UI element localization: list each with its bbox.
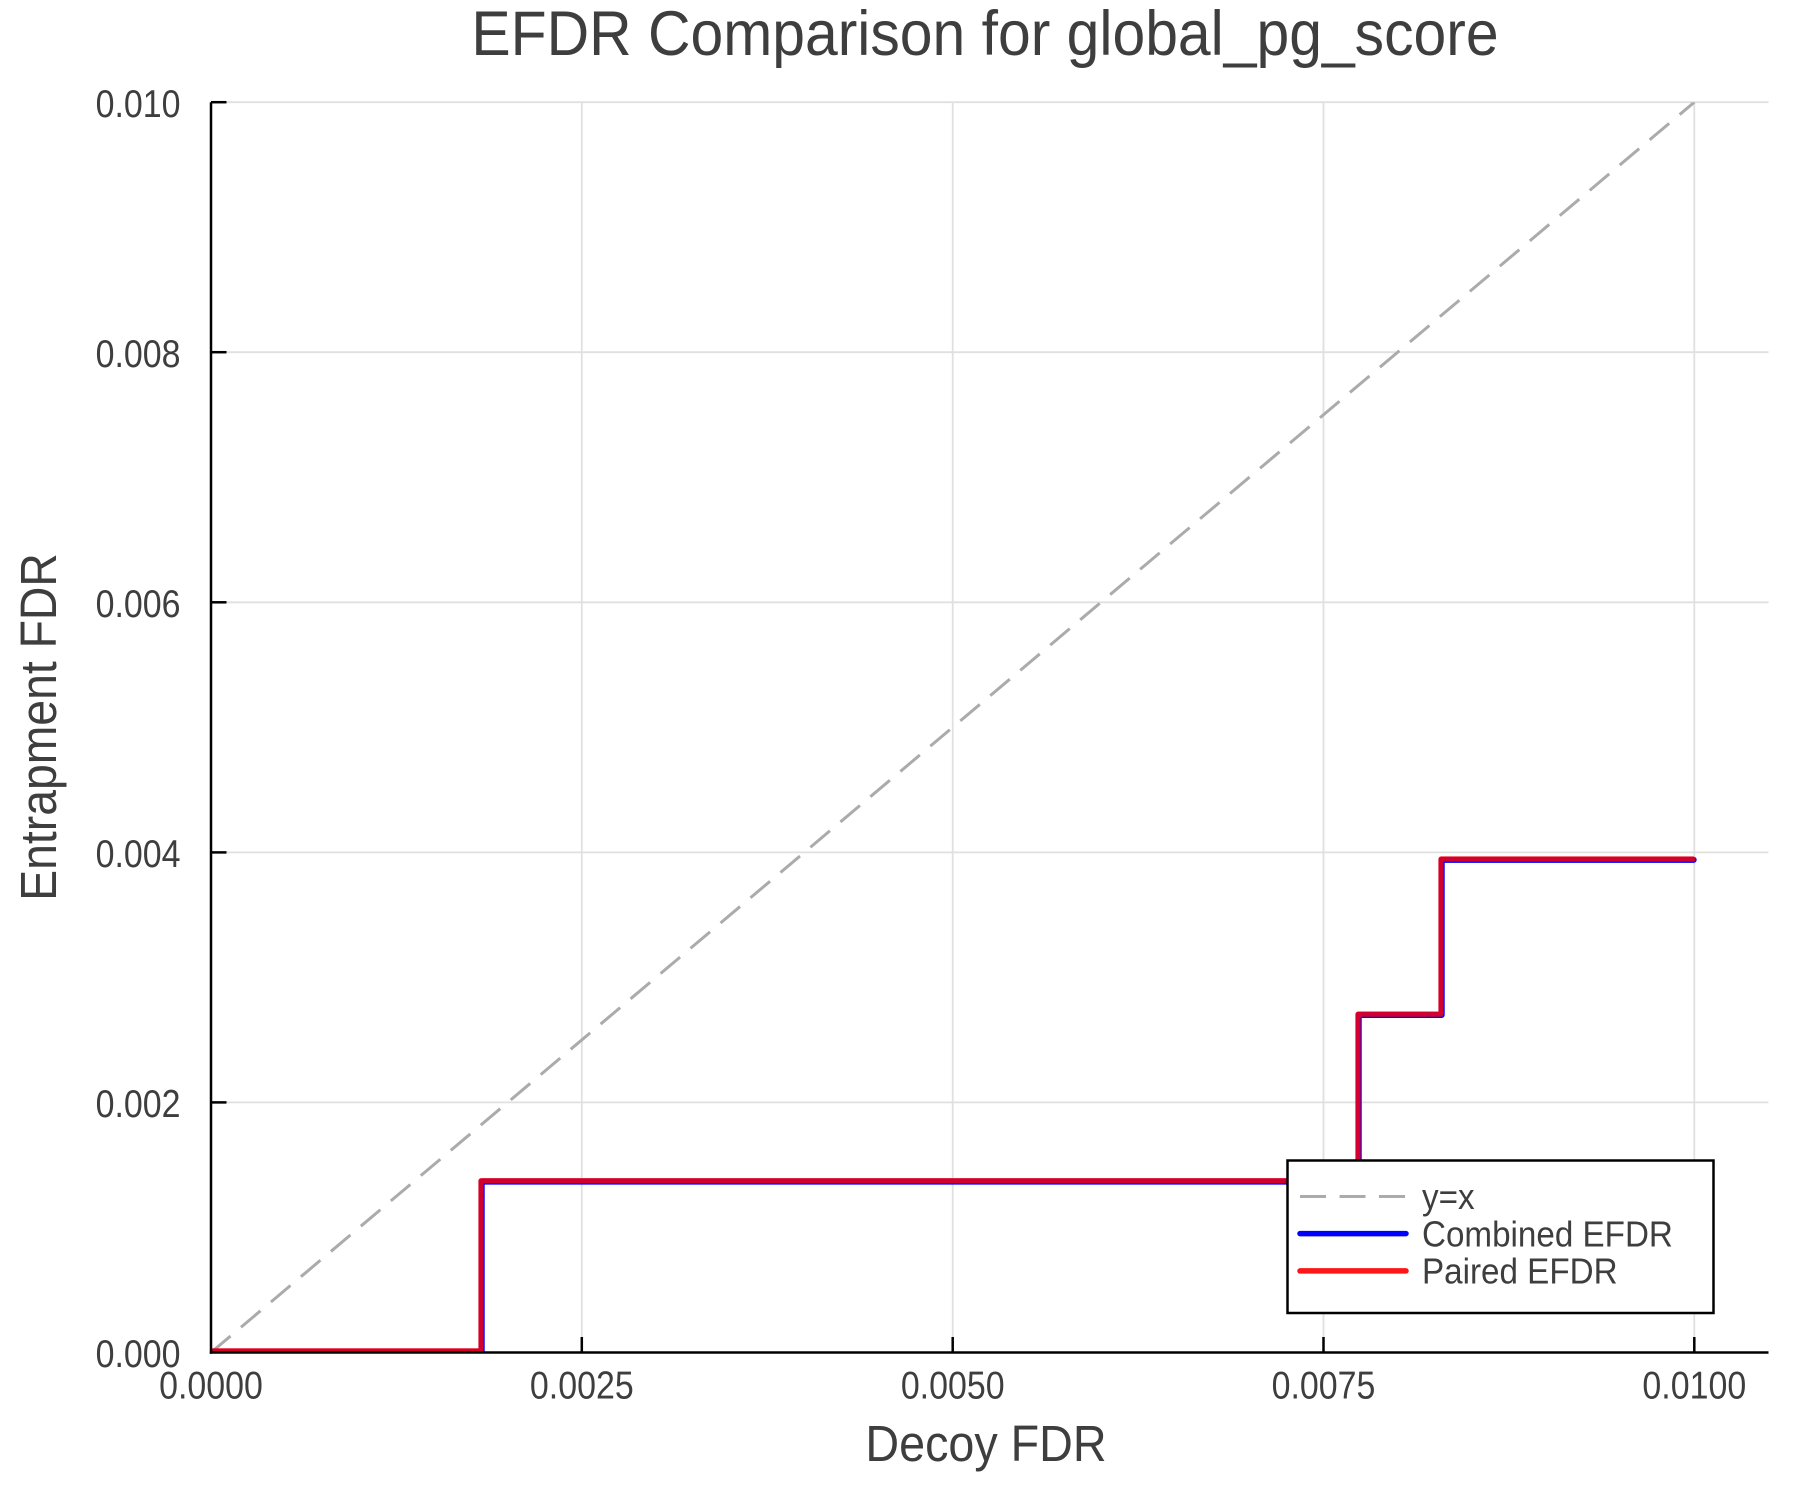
svg-text:0.0050: 0.0050 <box>901 1363 1005 1407</box>
svg-text:Decoy FDR: Decoy FDR <box>865 1416 1106 1472</box>
svg-text:y=x: y=x <box>1422 1177 1475 1218</box>
svg-text:0.008: 0.008 <box>96 332 181 376</box>
svg-text:0.000: 0.000 <box>96 1332 181 1376</box>
svg-text:Paired EFDR: Paired EFDR <box>1422 1251 1618 1292</box>
svg-text:Combined EFDR: Combined EFDR <box>1422 1214 1673 1255</box>
svg-text:0.0000: 0.0000 <box>159 1363 263 1407</box>
svg-text:Entrapment FDR: Entrapment FDR <box>11 553 67 901</box>
svg-text:EFDR Comparison for global_pg_: EFDR Comparison for global_pg_score <box>471 0 1498 68</box>
svg-text:0.006: 0.006 <box>96 582 181 626</box>
svg-text:0.0025: 0.0025 <box>530 1363 634 1407</box>
svg-text:0.010: 0.010 <box>96 82 181 126</box>
svg-text:0.0100: 0.0100 <box>1642 1363 1746 1407</box>
svg-text:0.002: 0.002 <box>96 1082 181 1126</box>
svg-text:0.0075: 0.0075 <box>1272 1363 1376 1407</box>
svg-text:0.004: 0.004 <box>96 832 181 876</box>
